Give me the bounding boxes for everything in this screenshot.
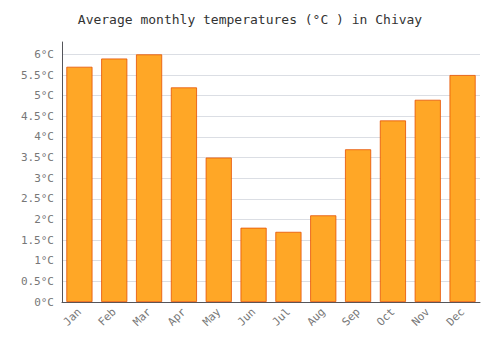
- svg-text:2°C: 2°C: [34, 213, 54, 226]
- svg-text:May: May: [200, 305, 223, 328]
- svg-text:Feb: Feb: [96, 305, 119, 328]
- svg-text:Mar: Mar: [130, 305, 153, 328]
- svg-text:6°C: 6°C: [34, 48, 54, 61]
- svg-text:Nov: Nov: [409, 305, 432, 328]
- svg-text:4°C: 4°C: [34, 130, 54, 143]
- svg-text:3°C: 3°C: [34, 172, 54, 185]
- svg-text:Jun: Jun: [235, 305, 258, 328]
- svg-text:0°C: 0°C: [34, 296, 54, 309]
- svg-text:1°C: 1°C: [34, 254, 54, 267]
- svg-text:5.5°C: 5.5°C: [21, 69, 54, 82]
- svg-text:2.5°C: 2.5°C: [21, 192, 54, 205]
- svg-text:Jul: Jul: [270, 305, 293, 328]
- svg-text:Average monthly temperatures (: Average monthly temperatures (°C ) in Ch…: [78, 12, 423, 27]
- svg-text:Jan: Jan: [61, 305, 84, 328]
- svg-text:4.5°C: 4.5°C: [21, 110, 54, 123]
- svg-text:1.5°C: 1.5°C: [21, 234, 54, 247]
- svg-text:Sep: Sep: [339, 305, 362, 328]
- svg-text:0.5°C: 0.5°C: [21, 275, 54, 288]
- svg-text:3.5°C: 3.5°C: [21, 151, 54, 164]
- svg-text:Apr: Apr: [165, 305, 188, 328]
- svg-text:Dec: Dec: [444, 305, 467, 328]
- svg-text:Oct: Oct: [374, 305, 397, 328]
- svg-text:Aug: Aug: [305, 305, 328, 328]
- svg-text:5°C: 5°C: [34, 89, 54, 102]
